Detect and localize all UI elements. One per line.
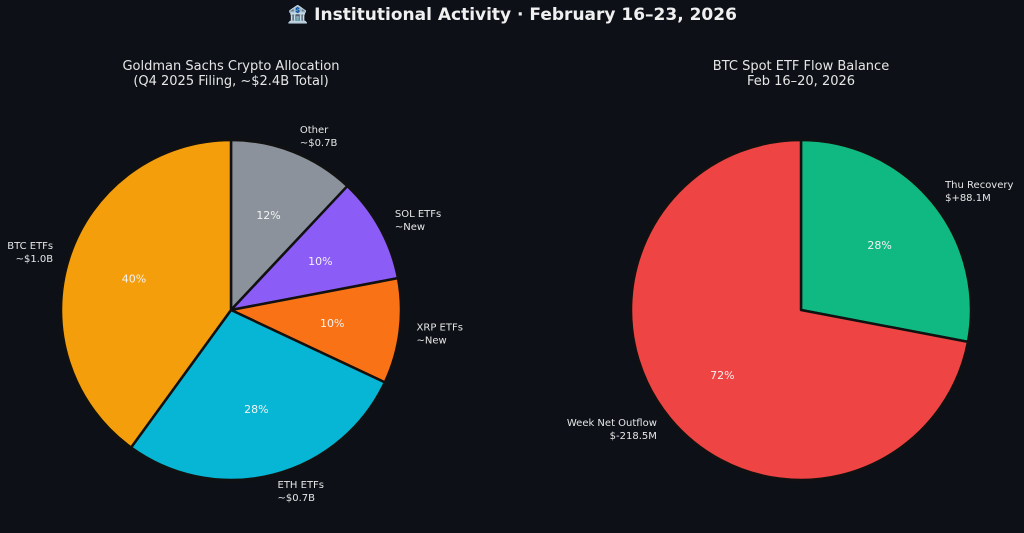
pie-slice-week-net-outflow [629, 138, 970, 482]
pie-title: Goldman Sachs Crypto Allocation (Q4 2025 … [122, 59, 339, 89]
pct-label-btc-etfs: 40% [122, 272, 146, 285]
slice-label-sol-etfs: SOL ETFs ~New [395, 209, 441, 233]
slice-label-name: ETH ETFs [278, 480, 325, 491]
pie-title-line: Feb 16–20, 2026 [747, 74, 855, 89]
chart-main-title: 🏦 Institutional Activity · February 16–2… [0, 5, 1024, 25]
slice-label-value: ~$1.0B [16, 254, 54, 265]
pct-label-xrp-etfs: 10% [320, 317, 344, 330]
pie-title: BTC Spot ETF Flow Balance Feb 16–20, 2026 [713, 59, 889, 89]
pct-label-week-net-outflow: 72% [710, 369, 734, 382]
slice-label-value: ~New [417, 335, 447, 346]
pie-slice-eth-etfs [129, 308, 387, 482]
slice-label-value: ~New [395, 222, 425, 233]
pct-label-sol-etfs: 10% [308, 255, 332, 268]
slice-label-other: Other ~$0.7B [300, 125, 338, 149]
pie-slice-btc-etfs [59, 138, 233, 449]
slice-label-value: $+88.1M [945, 193, 991, 204]
slice-label-name: Other [300, 125, 329, 136]
pie-title-line: BTC Spot ETF Flow Balance [713, 59, 889, 74]
pie-slice-other [229, 138, 349, 312]
slice-label-btc-etfs: BTC ETFs ~$1.0B [7, 241, 53, 265]
bank-icon: 🏦 [287, 5, 309, 25]
pie-slice-sol-etfs [229, 184, 400, 312]
btc-etf-flow-pie: BTC Spot ETF Flow Balance Feb 16–20, 2026… [567, 59, 1013, 482]
pct-label-other: 12% [256, 209, 280, 222]
pct-label-eth-etfs: 28% [244, 403, 268, 416]
pct-label-thu-recovery: 28% [867, 239, 891, 252]
slice-label-xrp-etfs: XRP ETFs ~New [417, 322, 463, 346]
main-title-text: Institutional Activity · February 16–23,… [314, 5, 737, 25]
pie-slice-xrp-etfs [229, 276, 403, 384]
pie-title-line: Goldman Sachs Crypto Allocation [122, 59, 339, 74]
slice-label-name: BTC ETFs [7, 241, 53, 252]
pie-slice-thu-recovery [799, 138, 973, 344]
goldman-allocation-pie: Goldman Sachs Crypto Allocation (Q4 2025 … [7, 59, 463, 504]
slice-label-name: Thu Recovery [944, 180, 1013, 191]
slice-label-name: Week Net Outflow [567, 418, 657, 429]
slice-label-value: ~$0.7B [300, 138, 338, 149]
slice-label-week-net-outflow: Week Net Outflow $-218.5M [567, 418, 657, 442]
slice-label-eth-etfs: ETH ETFs ~$0.7B [278, 480, 325, 504]
slice-label-thu-recovery: Thu Recovery $+88.1M [944, 180, 1013, 204]
slice-label-value: ~$0.7B [278, 493, 316, 504]
slice-label-name: XRP ETFs [417, 322, 463, 333]
slice-label-value: $-218.5M [610, 431, 657, 442]
pie-title-line: (Q4 2025 Filing, ~$2.4B Total) [133, 74, 328, 89]
slice-label-name: SOL ETFs [395, 209, 441, 220]
